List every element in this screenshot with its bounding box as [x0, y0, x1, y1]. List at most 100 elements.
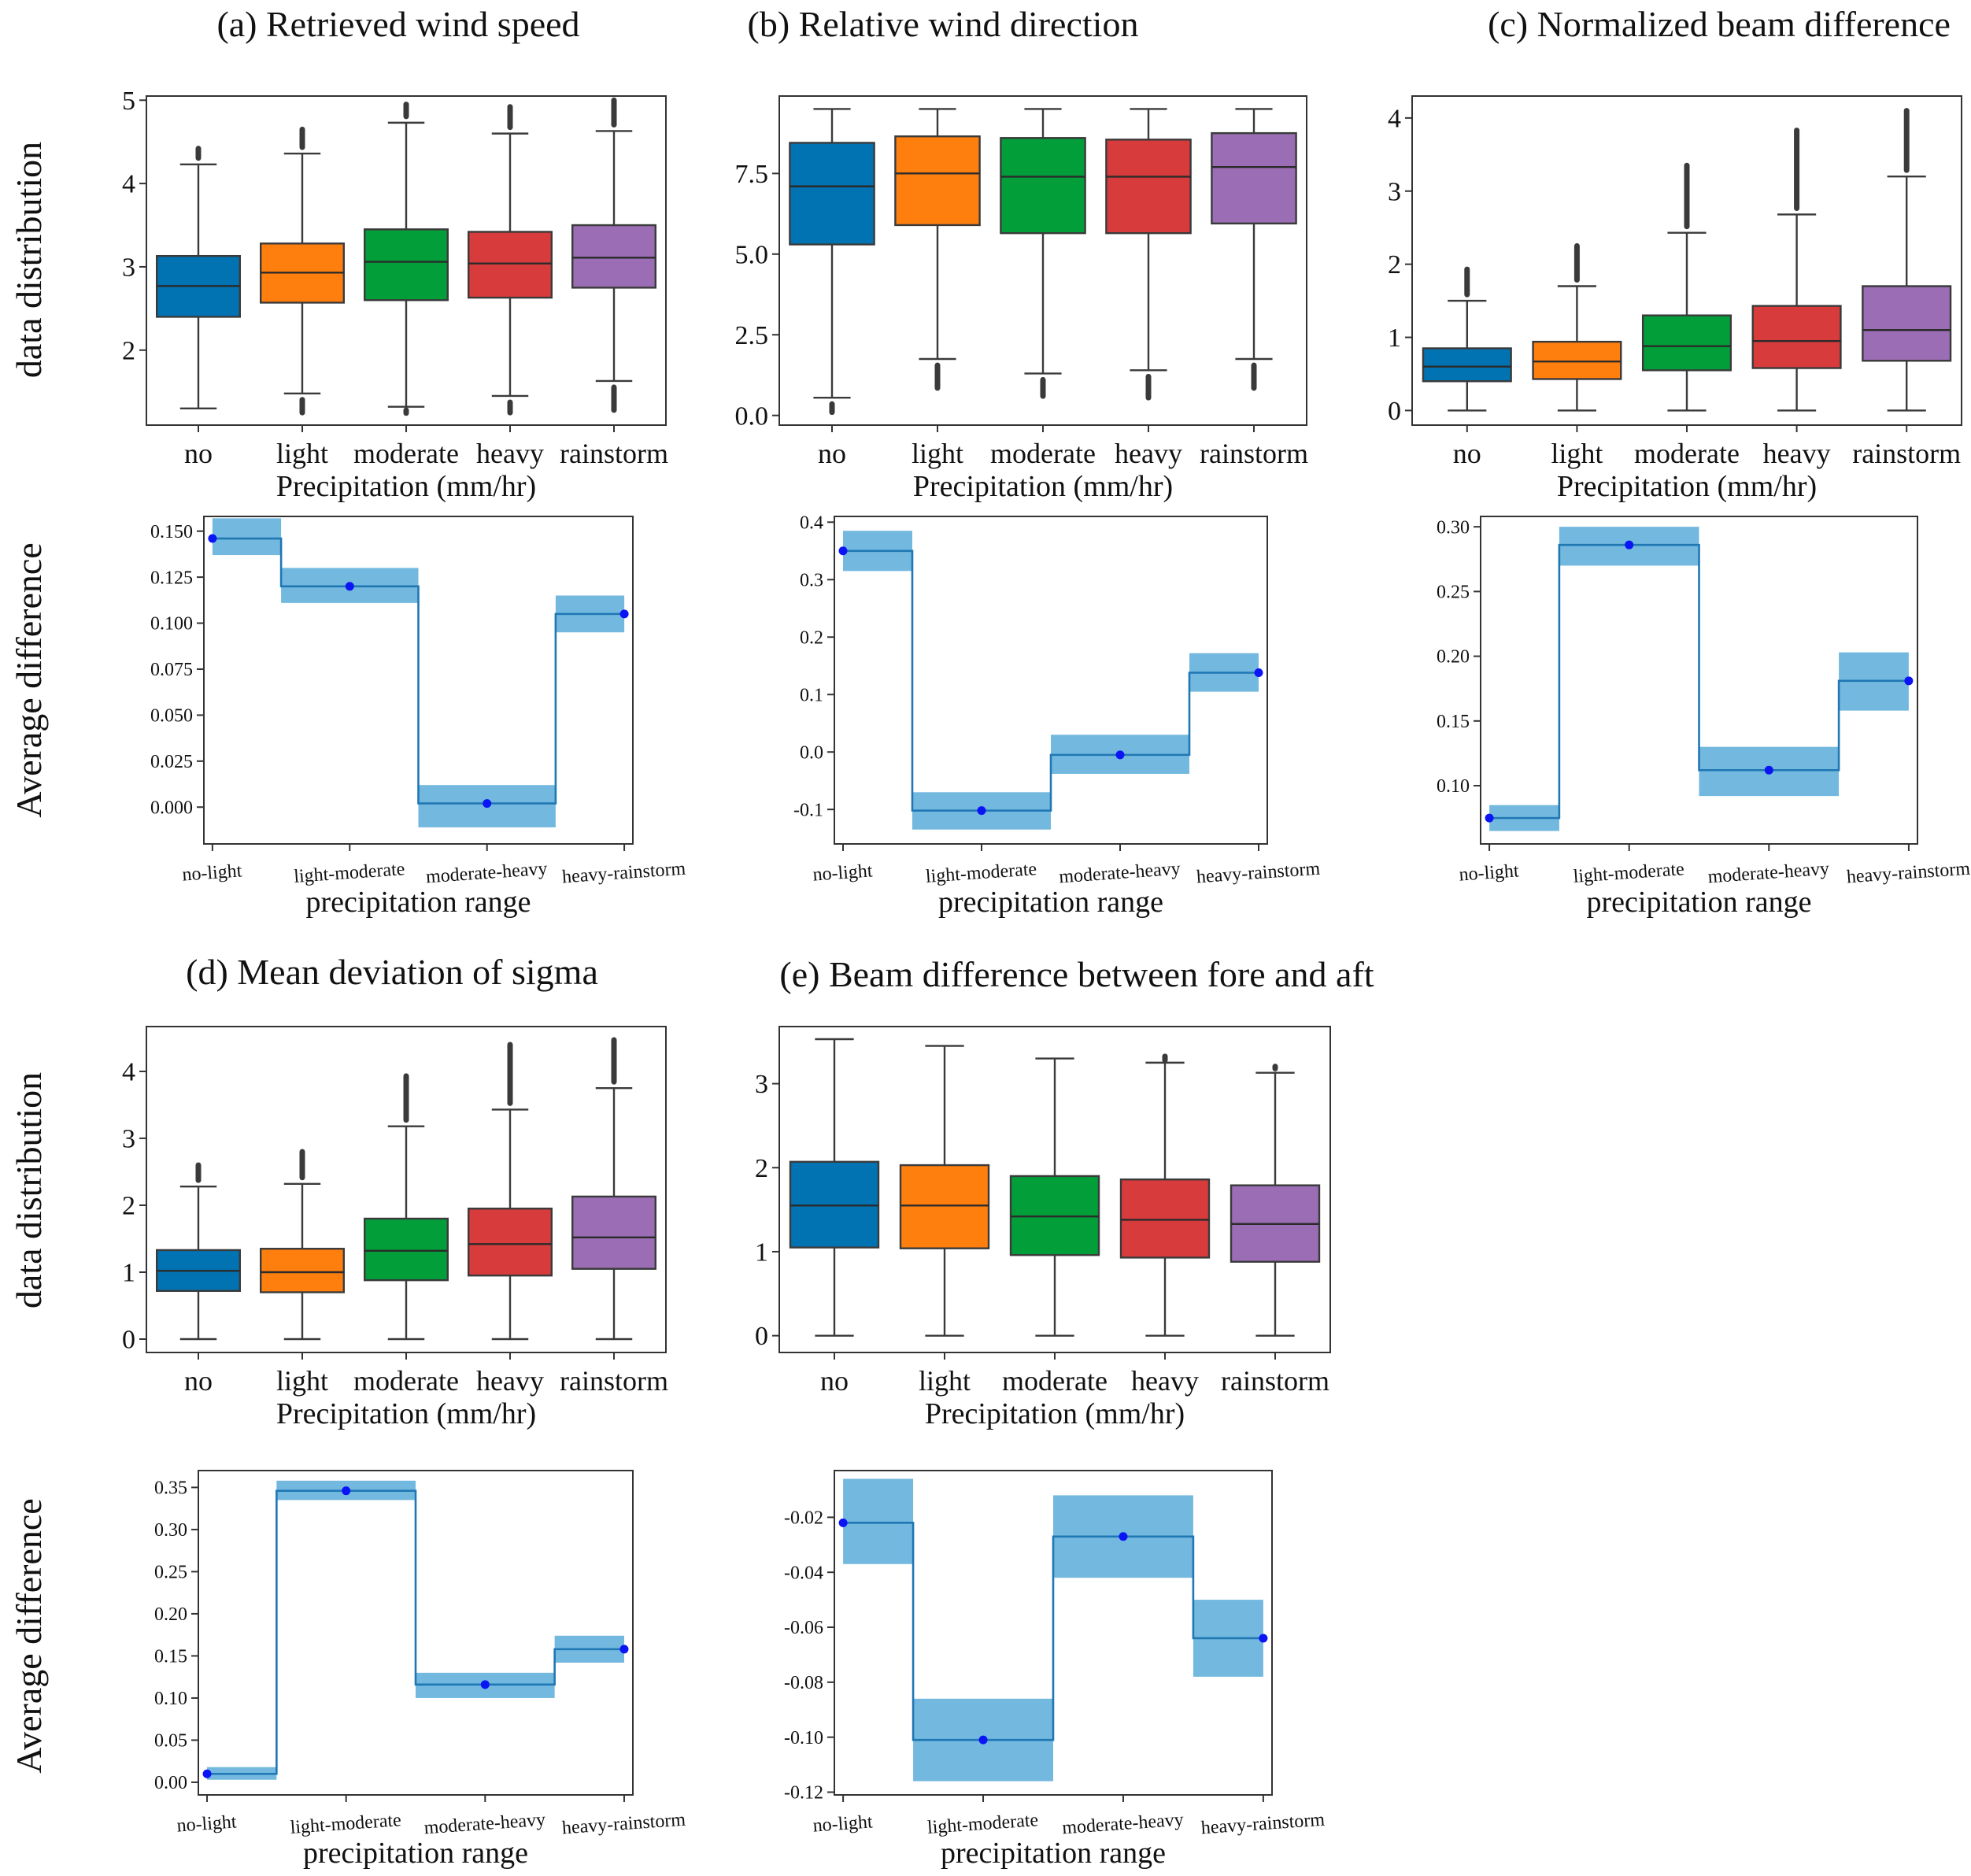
x-tick-label-no: no	[818, 438, 846, 469]
y-tick-label: 0.05	[154, 1731, 187, 1752]
panel-c-box: 0 1 2 3 4 (c) Normalized beam difference no lig…	[1388, 4, 1962, 503]
panel-a-box: 2 3 4 5 (a) Retrieved wind speed no light moder…	[122, 4, 668, 503]
x-tick-label-moderate: moderate	[990, 438, 1096, 469]
x-axis-label: Precipitation (mm/hr)	[276, 470, 536, 503]
panel-e-step: -0.12 -0.10 -0.08 -0.06 -0.04 -0.02 no-light li…	[784, 1470, 1326, 1870]
x-axis-label: Precipitation (mm/hr)	[1557, 470, 1817, 503]
point-light-moderate	[978, 1735, 988, 1745]
x-tick-label-no-light: no-light	[1459, 860, 1520, 885]
panel-title: (a) Retrieved wind speed	[216, 4, 579, 44]
x-tick-label-light-moderate: light-moderate	[926, 1810, 1039, 1838]
y-tick-label: 0	[755, 1322, 768, 1351]
plot-frame	[834, 1470, 1273, 1796]
plot-frame	[198, 1470, 634, 1796]
x-tick-label-light: light	[276, 438, 328, 469]
box-light	[260, 1149, 346, 1341]
point-light-moderate	[345, 582, 354, 591]
y-tick-label: 0.00	[154, 1773, 187, 1793]
x-axis-label: precipitation range	[303, 1837, 528, 1870]
x-tick-label-heavy: heavy	[1763, 438, 1831, 469]
y-tick-label: 2	[1388, 250, 1401, 279]
box-no	[1422, 266, 1512, 412]
y-tick-label: 0.125	[150, 568, 193, 588]
box-heavy	[468, 1042, 553, 1341]
x-tick-label-light: light	[919, 1365, 971, 1397]
x-tick-label-light-moderate: light-moderate	[293, 859, 405, 887]
x-axis-label: precipitation range	[306, 886, 531, 919]
point-moderate-heavy	[483, 799, 492, 808]
y-tick-label: -0.12	[784, 1783, 823, 1804]
x-axis-label: Precipitation (mm/hr)	[913, 470, 1173, 503]
y-tick-label: -0.08	[784, 1673, 823, 1693]
x-axis-label: Precipitation (mm/hr)	[276, 1397, 536, 1430]
panel-title: (d) Mean deviation of sigma	[186, 952, 598, 992]
x-tick-label-moderate-heavy: moderate-heavy	[1058, 859, 1181, 888]
point-no-light	[838, 546, 848, 556]
y-tick-label: -0.06	[784, 1618, 823, 1638]
x-tick-label-light: light	[276, 1365, 328, 1397]
x-tick-label-light-moderate: light-moderate	[290, 1810, 402, 1838]
box-light	[899, 1045, 990, 1337]
row-ylabel-top-1: data distribution	[9, 142, 49, 378]
box-iqr	[1862, 285, 1952, 362]
x-tick-label-moderate: moderate	[353, 1365, 459, 1397]
x-tick-label-no: no	[820, 1365, 849, 1397]
box-iqr	[1532, 340, 1622, 380]
box-light	[260, 126, 346, 416]
box-iqr	[1751, 305, 1842, 369]
plot-frame	[1480, 516, 1918, 845]
panel-title: (e) Beam difference between fore and aft	[779, 954, 1374, 994]
y-tick-label: 1	[122, 1259, 135, 1288]
point-heavy-rainstorm	[1904, 676, 1914, 686]
y-tick-label: 3	[122, 253, 135, 282]
plot-frame	[834, 516, 1268, 845]
box-iqr	[468, 1208, 553, 1277]
x-tick-label-no: no	[184, 1365, 213, 1397]
y-tick-label: 3	[1388, 177, 1401, 206]
x-tick-label-moderate: moderate	[353, 438, 459, 469]
box-rainstorm	[571, 1037, 657, 1341]
panel-e-box: 0 1 2 3 (e) Beam difference between fore and…	[755, 954, 1374, 1430]
step-line	[212, 537, 625, 805]
x-tick-label-no: no	[184, 438, 213, 469]
y-tick-label: 1	[1388, 324, 1401, 353]
x-tick-label-heavy-rainstorm: heavy-rainstorm	[561, 1810, 686, 1839]
x-tick-label-moderate-heavy: moderate-heavy	[425, 859, 548, 888]
y-tick-label: -0.10	[784, 1728, 823, 1748]
box-rainstorm	[1862, 108, 1952, 412]
point-moderate-heavy	[1764, 765, 1773, 775]
panels: 2 3 4 5 (a) Retrieved wind speed no light moder…	[122, 4, 1971, 1870]
y-tick-label: 0.3	[800, 570, 823, 590]
row-ylabel-top-2: data distribution	[9, 1072, 49, 1308]
step-line	[843, 1522, 1263, 1741]
y-tick-label: 0.2	[800, 627, 823, 648]
y-tick-label: -0.1	[793, 800, 823, 820]
y-tick-label: 0	[1388, 397, 1401, 426]
x-tick-label-rainstorm: rainstorm	[560, 438, 668, 469]
y-tick-label: 0.0	[800, 742, 823, 763]
x-axis-label: precipitation range	[938, 886, 1163, 919]
box-iqr	[899, 1164, 990, 1249]
box-moderate	[364, 102, 449, 416]
point-light-moderate	[1625, 540, 1634, 549]
panel-title: (c) Normalized beam difference	[1488, 4, 1951, 44]
x-tick-label-heavy-rainstorm: heavy-rainstorm	[1846, 859, 1971, 888]
box-iqr	[789, 142, 875, 246]
box-iqr	[571, 224, 657, 289]
y-tick-label: 2	[122, 1192, 135, 1221]
y-tick-label: 0.050	[150, 706, 193, 727]
x-axis-label: precipitation range	[941, 1837, 1166, 1870]
x-tick-label-no-light: no-light	[812, 860, 874, 885]
y-tick-label: -0.02	[784, 1508, 823, 1529]
box-iqr	[894, 135, 981, 227]
box-heavy	[1105, 108, 1192, 401]
x-tick-label-heavy-rainstorm: heavy-rainstorm	[1196, 859, 1321, 888]
y-tick-label: 0.0	[735, 401, 769, 431]
point-no-light	[202, 1769, 212, 1778]
point-no-light	[838, 1518, 848, 1527]
point-moderate-heavy	[1115, 750, 1125, 760]
y-tick-label: 0.25	[154, 1563, 187, 1583]
y-tick-label: 0.25	[1437, 583, 1470, 603]
x-tick-label-light-moderate: light-moderate	[1573, 859, 1685, 887]
point-heavy-rainstorm	[1259, 1634, 1268, 1643]
